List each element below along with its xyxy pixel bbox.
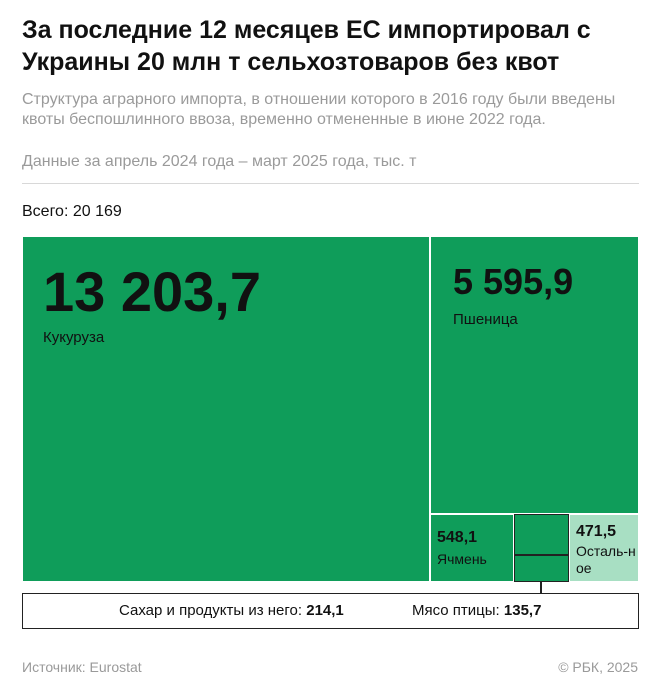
- treemap-cell-poultry: [514, 555, 569, 582]
- total-label: Всего: 20 169: [22, 203, 122, 220]
- other-label: Осталь-ное: [576, 543, 636, 576]
- legend-poultry-value: 135,7: [503, 602, 542, 619]
- copyright: © РБК, 2025: [558, 659, 638, 675]
- treemap: 13 203,7 Кукуруза 5 595,9 Пшеница 548,1 …: [22, 236, 639, 582]
- treemap-cell-sugar: [514, 514, 569, 555]
- chart-data-note: Данные за апрель 2024 года – март 2025 г…: [22, 153, 417, 170]
- divider: [22, 183, 639, 184]
- barley-label: Ячмень: [437, 551, 487, 567]
- chart-title: За последние 12 месяцев ЕС импортировал …: [22, 16, 591, 76]
- small-items-legend: Сахар и продукты из него: 214,1 Мясо пти…: [22, 593, 639, 629]
- legend-item-sugar: Сахар и продукты из него: 214,1: [119, 602, 344, 619]
- legend-poultry-label: Мясо птицы:: [412, 602, 500, 619]
- barley-value: 548,1: [437, 529, 478, 546]
- corn-value: 13 203,7: [43, 260, 261, 323]
- legend-item-poultry: Мясо птицы: 135,7: [412, 602, 541, 619]
- treemap-cell-corn: 13 203,7 Кукуруза: [22, 236, 430, 582]
- legend-sugar-value: 214,1: [306, 602, 344, 619]
- legend-sugar-label: Сахар и продукты из него:: [119, 602, 303, 619]
- wheat-value: 5 595,9: [453, 261, 574, 302]
- chart-subtitle: Структура аграрного импорта, в отношении…: [22, 91, 616, 128]
- treemap-cell-wheat: 5 595,9 Пшеница: [430, 236, 639, 514]
- other-value: 471,5: [576, 523, 617, 540]
- source-note: Источник: Eurostat: [22, 659, 142, 675]
- treemap-cell-barley: 548,1 Ячмень: [430, 514, 514, 582]
- legend-connector: [540, 582, 542, 594]
- treemap-cell-other: 471,5 Осталь-ное: [569, 514, 639, 582]
- corn-label: Кукуруза: [43, 329, 105, 346]
- wheat-label: Пшеница: [453, 311, 518, 328]
